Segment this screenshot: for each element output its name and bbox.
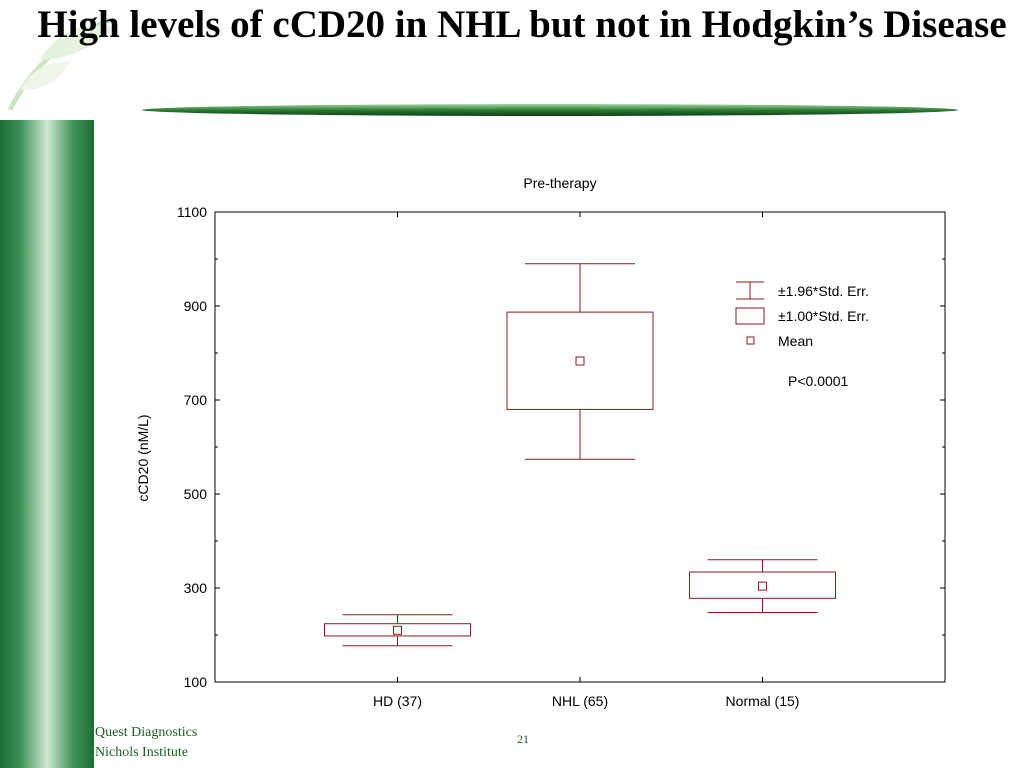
box-group [324,614,471,647]
legend-mean-symbol [746,336,755,345]
mean-marker [393,625,402,635]
y-axis: 100 300 500 700 900 1100 [177,204,945,690]
legend-label: Mean [778,333,813,349]
box-rect [324,623,471,637]
mean-marker [575,356,585,366]
y-tick-label: 700 [184,392,208,408]
p-value-annotation: P<0.0001 [788,373,849,389]
x-tick-label: Normal (15) [726,693,800,709]
leaf-decoration [7,17,115,112]
legend-label: ±1.00*Std. Err. [778,308,869,324]
box-rect [506,311,654,410]
box-series [324,263,836,647]
legend: ±1.96*Std. Err. ±1.00*Std. Err. Mean [735,281,869,349]
page-number: 21 [517,732,529,746]
sidebar-green-band [0,120,94,768]
y-tick-label: 300 [184,580,208,596]
x-tick-label: HD (37) [373,693,422,709]
y-tick-label: 500 [184,486,208,502]
legend-box-symbol [735,307,765,325]
footer-company: Quest Diagnostics Nichols Institute [95,723,197,763]
x-axis: HD (37) NHL (65) Normal (15) [373,212,799,709]
x-tick-label: NHL (65) [552,693,608,709]
slide-title: High levels of cCD20 in NHL but not in H… [37,3,1007,46]
y-axis-label: cCD20 (nM/L) [135,414,151,501]
footer-company-line-2: Nichols Institute [95,745,188,760]
legend-label: ±1.96*Std. Err. [778,283,869,299]
box-group [689,559,836,613]
y-tick-label: 1100 [177,204,207,220]
mean-marker [758,581,767,591]
y-tick-label: 900 [184,298,208,314]
title-divider [142,104,958,116]
footer-company-line-1: Quest Diagnostics [95,725,198,740]
box-rect [689,571,836,599]
chart-title: Pre-therapy [523,175,596,191]
box-group [506,263,654,460]
y-tick-label: 100 [184,674,208,690]
